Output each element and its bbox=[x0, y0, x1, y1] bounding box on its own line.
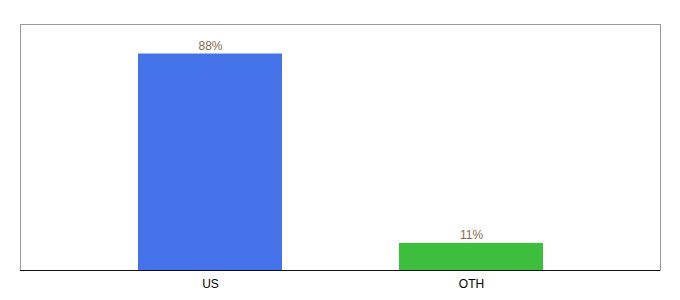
svg-text:88%: 88% bbox=[198, 39, 222, 53]
svg-text:11%: 11% bbox=[460, 228, 483, 242]
svg-text:US: US bbox=[202, 277, 219, 291]
svg-text:OTH: OTH bbox=[459, 277, 484, 291]
